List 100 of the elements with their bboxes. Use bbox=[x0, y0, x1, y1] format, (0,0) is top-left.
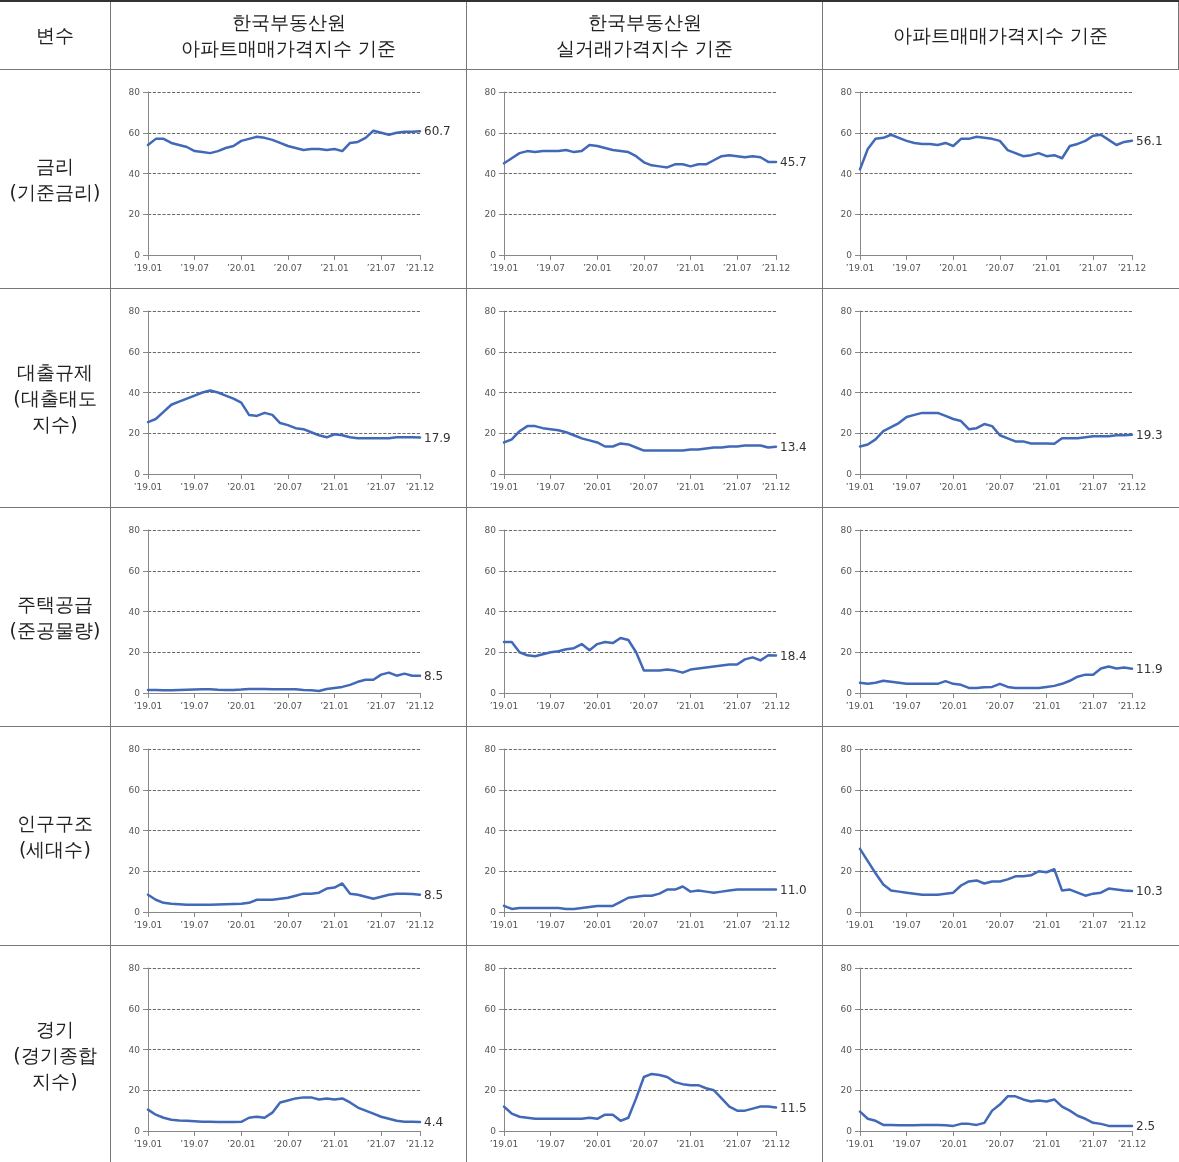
x-tick-label: ’21.12 bbox=[405, 481, 434, 492]
y-tick-label: 40 bbox=[128, 168, 140, 179]
text: 대출규제 (대출태도 지수) bbox=[12, 359, 98, 437]
line-series bbox=[502, 424, 777, 452]
x-tick-label: ’19.01 bbox=[845, 700, 875, 711]
y-tick-label: 60 bbox=[840, 346, 853, 357]
line-series bbox=[858, 847, 1134, 897]
x-tick-label: ’20.07 bbox=[273, 919, 302, 930]
line-series bbox=[858, 133, 1134, 171]
x-tick-label: ’21.01 bbox=[1032, 1138, 1061, 1149]
x-tick-label: ’21.12 bbox=[1117, 919, 1147, 930]
text: 인구구조 (세대수) bbox=[16, 810, 94, 862]
x-tick-label: ’21.12 bbox=[1117, 1138, 1147, 1149]
x-tick-label: ’20.01 bbox=[582, 262, 612, 273]
x-tick-label: ’21.07 bbox=[722, 481, 752, 492]
x-tick-label: ’21.01 bbox=[1032, 262, 1061, 273]
x-tick-label: ’21.01 bbox=[319, 262, 349, 273]
x-tick-label: ’21.12 bbox=[405, 262, 434, 273]
x-tick-label: ’21.01 bbox=[319, 919, 349, 930]
x-tick-label: ’20.07 bbox=[273, 262, 302, 273]
x-tick-label: ’21.07 bbox=[366, 700, 396, 711]
x-tick-label: ’20.01 bbox=[938, 700, 968, 711]
y-tick-label: 60 bbox=[128, 127, 140, 138]
x-tick-label: ’20.07 bbox=[985, 481, 1015, 492]
x-tick-label: ’19.07 bbox=[179, 262, 209, 273]
y-tick-label: 60 bbox=[128, 784, 140, 795]
line-series bbox=[502, 143, 777, 169]
y-tick-label: 60 bbox=[484, 784, 497, 795]
line-series bbox=[146, 882, 421, 907]
text: 한국부동산원 아파트매매가격지수 기준 bbox=[180, 10, 398, 62]
data-label: 4.4 bbox=[423, 1115, 443, 1130]
y-tick-label: 80 bbox=[484, 963, 497, 973]
y-tick-label: 20 bbox=[128, 1085, 140, 1096]
line-series bbox=[146, 129, 421, 155]
x-tick-label: ’20.07 bbox=[985, 919, 1015, 930]
x-tick-label: ’19.07 bbox=[179, 481, 209, 492]
x-tick-label: ’20.07 bbox=[629, 481, 658, 492]
x-tick-label: ’21.07 bbox=[1078, 700, 1108, 711]
y-tick-label: 0 bbox=[490, 250, 496, 260]
x-tick-label: ’21.07 bbox=[722, 262, 752, 273]
x-tick-label: ’19.07 bbox=[179, 700, 209, 711]
y-tick-label: 0 bbox=[133, 469, 140, 479]
y-tick-label: 0 bbox=[133, 907, 140, 917]
y-tick-label: 80 bbox=[484, 87, 497, 97]
x-tick-label: ’19.07 bbox=[536, 481, 565, 492]
y-tick-label: 0 bbox=[490, 1126, 496, 1136]
x-tick-label: ’21.01 bbox=[1032, 919, 1061, 930]
y-tick-label: 80 bbox=[840, 525, 853, 535]
y-tick-label: 0 bbox=[846, 1126, 853, 1136]
text: 경기 (경기종합 지수) bbox=[12, 1016, 98, 1094]
y-tick-label: 60 bbox=[484, 127, 497, 138]
x-tick-label: ’21.07 bbox=[722, 1138, 752, 1149]
data-label: 56.1 bbox=[1135, 133, 1163, 148]
data-label: 10.3 bbox=[1135, 884, 1163, 899]
x-tick-label: ’21.07 bbox=[722, 919, 752, 930]
y-tick-label: 20 bbox=[128, 428, 140, 439]
x-tick-label: ’21.07 bbox=[1078, 1138, 1108, 1149]
x-tick-label: ’19.01 bbox=[133, 919, 162, 930]
x-tick-label: ’21.01 bbox=[1032, 481, 1061, 492]
x-tick-label: ’20.01 bbox=[582, 1138, 612, 1149]
y-tick-label: 20 bbox=[840, 1085, 853, 1096]
text: 한국부동산원 실거래가격지수 기준 bbox=[555, 10, 735, 62]
y-tick-label: 80 bbox=[128, 744, 140, 754]
x-tick-label: ’21.12 bbox=[405, 1138, 434, 1149]
y-tick-label: 40 bbox=[840, 1044, 853, 1055]
x-tick-label: ’20.07 bbox=[273, 481, 302, 492]
x-tick-label: ’21.12 bbox=[761, 700, 791, 711]
x-tick-label: ’20.07 bbox=[985, 1138, 1015, 1149]
x-tick-label: ’19.07 bbox=[892, 700, 921, 711]
y-tick-label: 20 bbox=[484, 647, 497, 658]
y-tick-label: 20 bbox=[128, 209, 140, 220]
x-tick-label: ’19.01 bbox=[133, 1138, 162, 1149]
x-tick-label: ’19.01 bbox=[133, 481, 162, 492]
x-tick-label: ’19.01 bbox=[489, 262, 519, 273]
y-tick-label: 40 bbox=[840, 387, 853, 398]
x-tick-label: ’21.01 bbox=[675, 700, 705, 711]
y-tick-label: 40 bbox=[840, 168, 853, 179]
x-tick-label: ’20.07 bbox=[629, 262, 658, 273]
y-tick-label: 80 bbox=[128, 306, 140, 316]
data-label: 45.7 bbox=[779, 154, 807, 169]
data-label: 60.7 bbox=[423, 124, 451, 139]
x-tick-label: ’20.07 bbox=[273, 700, 302, 711]
x-tick-label: ’19.01 bbox=[845, 262, 875, 273]
x-tick-label: ’21.07 bbox=[366, 481, 396, 492]
y-tick-label: 20 bbox=[484, 1085, 497, 1096]
y-tick-label: 60 bbox=[840, 784, 853, 795]
x-tick-label: ’20.01 bbox=[582, 481, 612, 492]
y-tick-label: 40 bbox=[840, 606, 853, 617]
x-tick-label: ’21.01 bbox=[675, 481, 705, 492]
x-tick-label: ’21.01 bbox=[675, 919, 705, 930]
y-tick-label: 40 bbox=[128, 825, 140, 836]
y-tick-label: 20 bbox=[840, 647, 853, 658]
text: 주택공급 (준공물량) bbox=[8, 591, 102, 643]
y-tick-label: 20 bbox=[484, 209, 497, 220]
line-series bbox=[502, 636, 777, 674]
x-tick-label: ’21.07 bbox=[1078, 262, 1108, 273]
y-tick-label: 40 bbox=[484, 168, 497, 179]
text: 금리 (기준금리) bbox=[8, 153, 102, 205]
x-tick-label: ’20.01 bbox=[226, 1138, 256, 1149]
x-tick-label: ’21.12 bbox=[1117, 262, 1147, 273]
